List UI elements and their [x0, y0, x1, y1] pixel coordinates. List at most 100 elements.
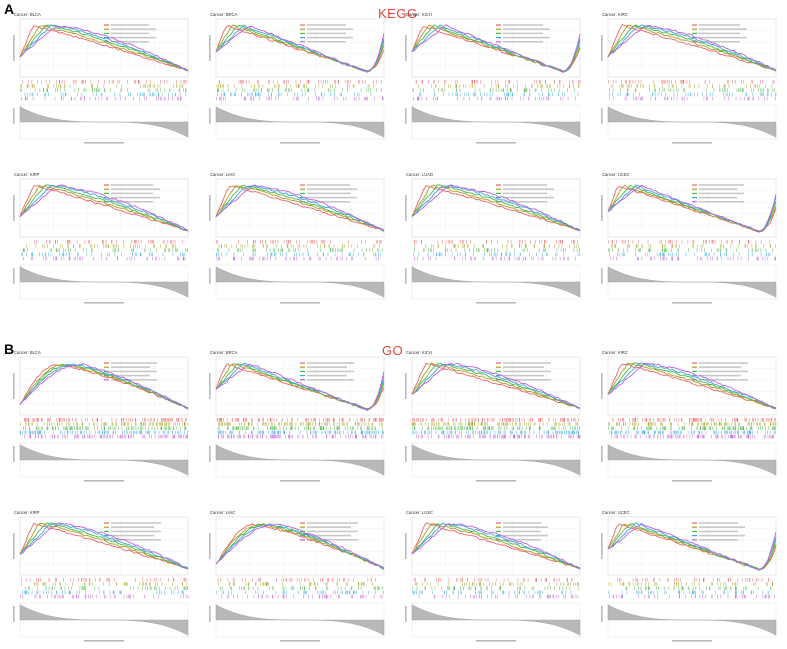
- y-axis-label-placeholder: [209, 446, 211, 462]
- legend-label-placeholder: [111, 370, 157, 373]
- legend-label-placeholder: [307, 539, 358, 541]
- legend-label-placeholder: [503, 366, 544, 368]
- legend-label-placeholder: [111, 36, 156, 39]
- y-axis-label-placeholder: [209, 108, 211, 124]
- gsea-panel: Cancer: LIHC: [209, 510, 385, 642]
- legend-label-placeholder: [307, 184, 350, 186]
- y-axis-label-placeholder: [13, 108, 15, 124]
- legend-label-placeholder: [699, 41, 740, 43]
- legend-label-placeholder: [111, 184, 153, 186]
- y-axis-label-placeholder: [209, 35, 211, 61]
- legend-label-placeholder: [111, 526, 154, 528]
- legend-label-placeholder: [111, 374, 150, 377]
- legend-label-placeholder: [503, 24, 543, 26]
- es-curve: [215, 363, 385, 411]
- panel-title: Cancer: KICH: [406, 350, 432, 355]
- legend-label-placeholder: [111, 534, 154, 537]
- es-curve: [607, 362, 777, 409]
- legend-label-placeholder: [503, 539, 541, 541]
- ranked-metric-area: [411, 604, 581, 636]
- gsea-panel: Cancer: KICH: [405, 350, 581, 482]
- es-curve: [411, 522, 581, 569]
- legend-label-placeholder: [699, 534, 745, 537]
- legend-label-placeholder: [503, 534, 548, 537]
- legend-label-placeholder: [307, 188, 357, 190]
- panel-title: Cancer: LUSC: [406, 510, 433, 515]
- legend-label-placeholder: [503, 184, 547, 186]
- es-curve: [607, 25, 777, 72]
- gsea-panel: Cancer: KIRC: [601, 350, 777, 482]
- x-axis-label-placeholder: [475, 640, 517, 642]
- gsea-panel: Cancer: LUSC: [405, 510, 581, 642]
- gsea-panel: Cancer: BRCA: [209, 12, 385, 144]
- legend-label-placeholder: [699, 370, 748, 373]
- ranked-metric-area: [19, 444, 189, 476]
- panel-title: Cancer: LIHC: [210, 510, 235, 515]
- kegg-section-title: KEGG: [378, 6, 418, 21]
- legend-label-placeholder: [503, 32, 543, 35]
- es-plot-frame: [607, 356, 777, 416]
- ranked-metric-area: [19, 106, 189, 138]
- legend-label-placeholder: [111, 28, 156, 30]
- es-plot-frame: [215, 516, 385, 576]
- es-curve: [215, 184, 385, 232]
- es-curve: [19, 184, 189, 232]
- panel-title: Cancer: BRCA: [210, 12, 238, 17]
- ranked-metric-area: [607, 604, 777, 636]
- legend-label-placeholder: [699, 184, 744, 186]
- es-curve: [411, 363, 581, 410]
- y-axis-label-placeholder: [209, 373, 211, 399]
- legend-label-placeholder: [307, 526, 351, 528]
- es-curve: [607, 24, 777, 71]
- es-curve: [215, 185, 385, 232]
- y-axis-label-placeholder: [601, 446, 603, 462]
- y-axis-label-placeholder: [209, 195, 211, 221]
- y-axis-label-placeholder: [405, 195, 407, 221]
- y-axis-label-placeholder: [13, 35, 15, 61]
- legend-label-placeholder: [307, 36, 353, 39]
- ranked-metric-area: [19, 604, 189, 636]
- es-curve: [215, 24, 385, 72]
- gsea-panel: Cancer: LIHC: [209, 172, 385, 304]
- legend-label-placeholder: [699, 36, 747, 39]
- es-curve: [411, 24, 581, 74]
- es-curve: [19, 363, 189, 410]
- es-curve: [607, 362, 777, 410]
- ranked-metric-area: [607, 106, 777, 138]
- es-curve: [607, 363, 777, 409]
- legend-label-placeholder: [307, 24, 346, 26]
- es-curve: [19, 363, 189, 410]
- legend-label-placeholder: [699, 201, 744, 203]
- ranked-metric-area: [215, 604, 385, 636]
- legend-label-placeholder: [307, 32, 346, 35]
- es-curve: [411, 24, 581, 72]
- es-curve: [411, 523, 581, 569]
- x-axis-label-placeholder: [279, 302, 321, 304]
- gsea-panel: Cancer: KIRP: [13, 510, 189, 642]
- y-axis-label-placeholder: [405, 446, 407, 462]
- y-axis-label-placeholder: [601, 108, 603, 124]
- x-axis-label-placeholder: [475, 142, 517, 144]
- legend-label-placeholder: [503, 362, 551, 364]
- gsea-panel: Cancer: UCEC: [601, 172, 777, 304]
- legend-label-placeholder: [503, 36, 550, 39]
- legend-label-placeholder: [111, 530, 161, 533]
- y-axis-label-placeholder: [13, 373, 15, 399]
- es-curve: [607, 522, 777, 570]
- y-axis-label-placeholder: [209, 268, 211, 284]
- legend-label-placeholder: [699, 362, 748, 364]
- es-curve: [19, 24, 189, 72]
- y-axis-label-placeholder: [13, 268, 15, 284]
- legend-label-placeholder: [503, 188, 554, 190]
- x-axis-label-placeholder: [279, 480, 321, 482]
- legend-label-placeholder: [111, 188, 160, 190]
- es-curve: [607, 184, 777, 233]
- gsea-panel: Cancer: UCEC: [601, 510, 777, 642]
- panel-title: Cancer: LUAD: [406, 172, 433, 177]
- es-curve: [215, 362, 385, 410]
- y-axis-label-placeholder: [601, 195, 603, 221]
- panel-title: Cancer: BLCA: [14, 350, 41, 355]
- legend-label-placeholder: [111, 539, 161, 541]
